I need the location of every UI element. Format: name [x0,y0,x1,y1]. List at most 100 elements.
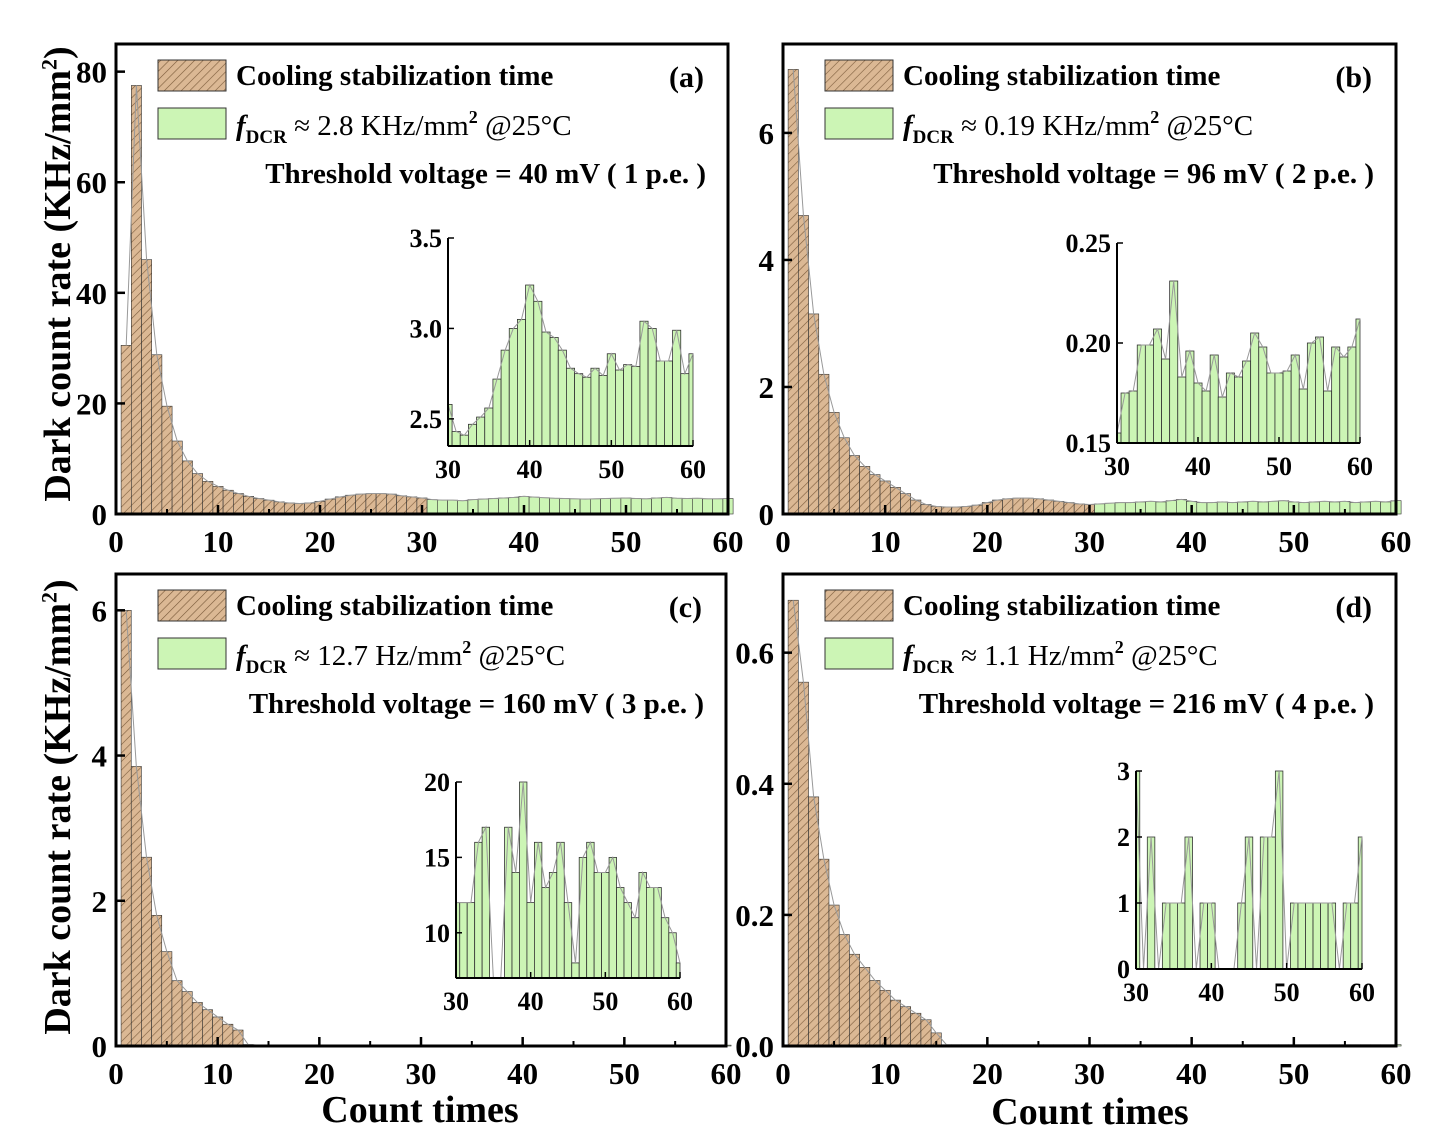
measurement-bar [1257,501,1269,515]
measurement-bar [1104,502,1116,515]
inset-y-tick-label: 3 [1117,757,1130,786]
inset-bar [1342,902,1352,970]
inset-bar [1169,902,1178,970]
measurement-bar [702,498,713,515]
threshold-label: Threshold voltage = 160 mV ( 3 p.e. ) [249,688,704,720]
x-tick-label: 30 [1074,1056,1105,1091]
inset-bar [459,434,469,447]
inset-bar [590,367,600,447]
ylabel-prefix: Dark count rate (KHz/mm [37,70,79,502]
cooling-bar [859,967,871,1047]
inset-x-tick-label: 40 [517,455,543,484]
x-tick-label: 50 [611,524,642,559]
threshold-label: Threshold voltage = 96 mV ( 2 p.e. ) [933,158,1374,190]
dcr-sup: 2 [469,107,478,127]
cooling-bar [222,489,234,515]
cooling-bar [889,487,901,515]
inset-x-tick-label: 50 [592,987,618,1016]
x-tick-label: 60 [1381,1056,1412,1091]
cooling-bar [1002,498,1014,515]
inset-a: 30 40 50 60 2.5 3.0 3.5 [410,224,707,484]
ylabel-prefix: Dark count rate (KHz/mm [37,603,79,1035]
trend-line-b [792,69,1397,508]
inset-x-tick-label: 60 [1349,978,1375,1007]
measurement-bar [1216,501,1228,515]
cooling-bar [385,493,397,515]
inset-bar [1305,902,1314,970]
y-axis-label-top: Dark count rate (KHz/mm2) [36,44,80,504]
dcr-sup: 2 [1115,637,1124,657]
inset-bar [1347,346,1357,444]
inset-bar [1259,836,1269,970]
dcr-value: ≈ 2.8 KHz/mm [287,110,469,142]
cooling-bar [1053,500,1065,515]
legend-label-dcr: fDCR ≈ 2.8 KHz/mm2 @25°C [236,107,572,148]
inset-y-tick-label: 10 [424,919,450,948]
x-tick-label: 60 [713,524,744,559]
inset-bar [508,328,518,447]
cooling-bar [828,904,840,1047]
x-tick-label: 10 [870,1056,901,1091]
measurement-bar [630,498,642,515]
cooling-bar [304,502,316,515]
cooling-bar [396,495,407,515]
cooling-bar [222,1023,234,1047]
legend-swatch-measurement [824,107,894,140]
inset-bar [631,917,640,979]
inset-bar [653,887,662,979]
legend-label-cooling: Cooling stabilization time [903,60,1221,92]
inset-bar [466,902,476,979]
legend-label-dcr: fDCR ≈ 12.7 Hz/mm2 @25°C [236,637,565,678]
y-axis-label-bottom: Dark count rate (KHz/mm2) [36,577,80,1037]
measurement-bar [1349,502,1361,515]
inset-bar [615,369,624,447]
inset-x-tick-label: 40 [1185,452,1211,481]
inset-x-tick-label: 50 [1266,452,1292,481]
inset-bar [566,367,575,447]
dcr-sup: 2 [1150,107,1159,127]
cooling-bar [787,599,799,1047]
cooling-bar [910,1012,922,1047]
measurement-bar [559,498,571,515]
legend-swatch-measurement [824,637,894,670]
inset-bar [541,887,550,979]
inset-bar [1225,372,1235,444]
panel-c: 0 10 20 30 40 50 60 0 2 4 6 (c) Cooling stabilizatio… [92,572,742,1091]
dcr-sub: DCR [246,127,287,148]
cooling-bar [808,796,820,1047]
inset-bar [1242,360,1252,444]
measurement-bar [1370,500,1381,515]
inset-bar [1237,902,1246,970]
panel-label: (d) [1335,591,1372,624]
y-tick-label: 0.0 [735,1029,774,1064]
cooling-bar [120,610,132,1047]
measurement-bar [447,499,458,515]
cooling-bar [838,934,850,1047]
x-tick-label: 30 [1074,524,1105,559]
inset-bar [646,887,655,979]
x-tick-label: 20 [305,524,336,559]
legend-label-dcr: fDCR ≈ 1.1 Hz/mm2 @25°C [903,637,1218,678]
measurement-bar [1155,501,1167,515]
dcr-temp: @25°C [478,110,572,142]
measurement-bar [1124,502,1136,515]
panel-label: (b) [1335,61,1372,94]
measurement-bar [600,498,611,515]
threshold-label: Threshold voltage = 216 mV ( 4 p.e. ) [919,688,1374,720]
y-tick-label: 0.2 [735,898,774,933]
inset-bar [517,318,526,447]
measurement-bar [498,497,509,515]
cooling-bar [869,474,881,515]
measurement-bar [426,499,438,515]
legend-swatch-cooling [157,589,227,622]
cooling-bar [345,494,356,515]
inset-bar [582,376,592,447]
cooling-bar [141,259,152,515]
y-tick-label: 0 [92,497,108,532]
cooling-bar [406,496,418,515]
cooling-bar [849,455,860,515]
legend-label-cooling: Cooling stabilization time [903,590,1221,622]
cooling-bar [818,858,830,1047]
inset-bar [1185,350,1195,444]
